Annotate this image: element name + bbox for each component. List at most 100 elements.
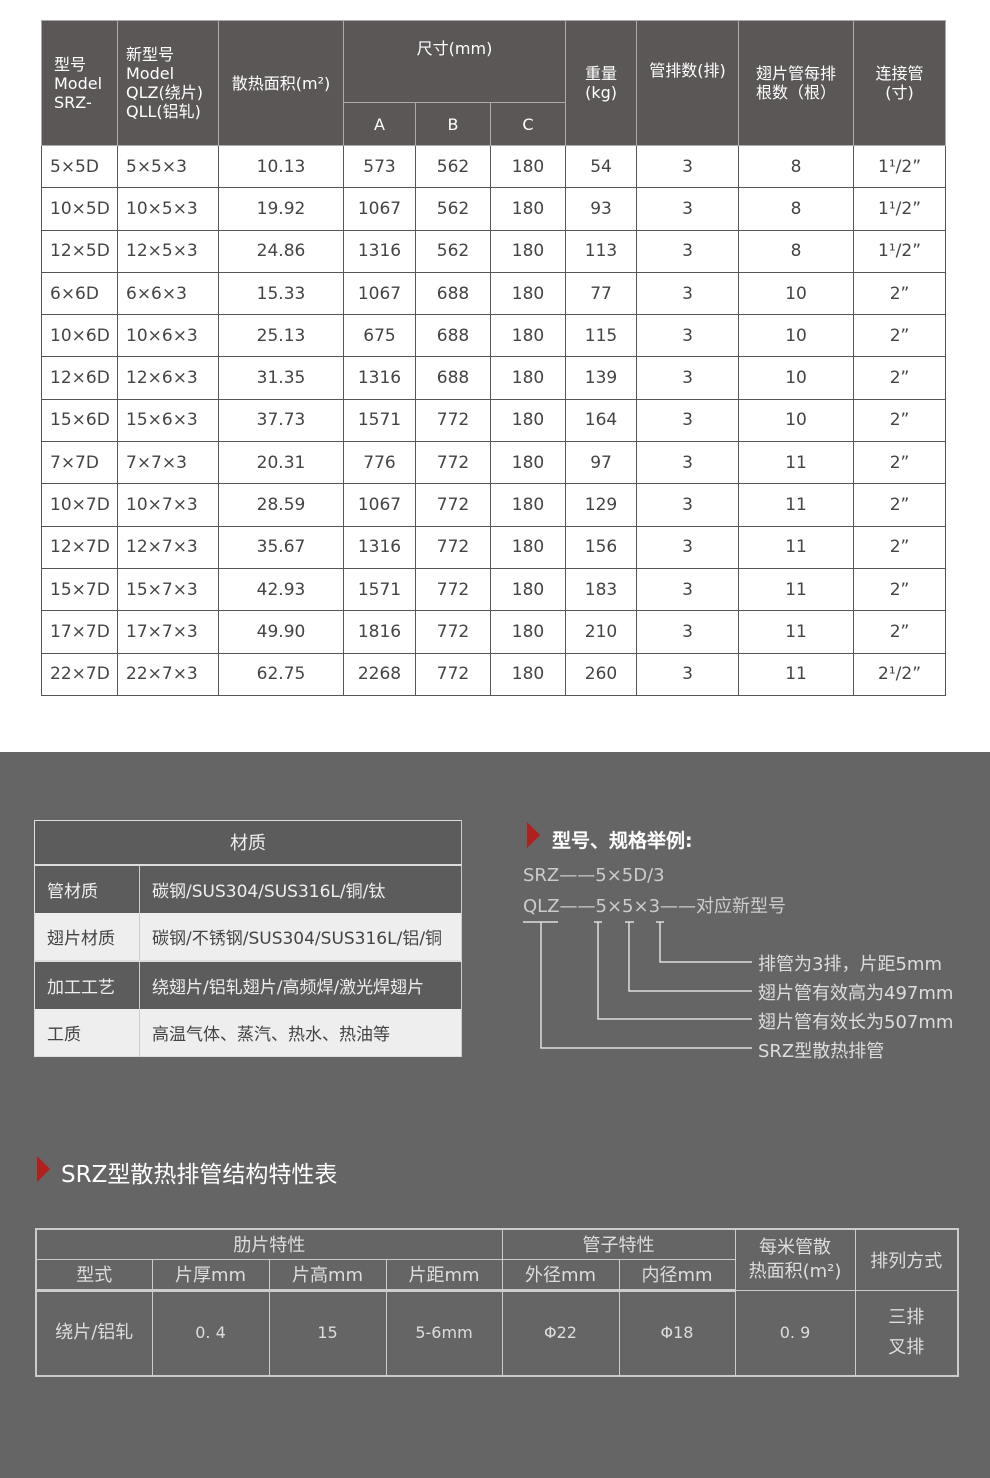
table-cell: 2”: [853, 483, 947, 527]
table-cell: 22×7D: [41, 652, 118, 696]
structure-col-header: 片高mm: [268, 1258, 387, 1292]
table-cell: 10: [738, 271, 855, 316]
table-cell: 42.93: [218, 567, 344, 612]
group-tube: 管子特性: [501, 1228, 736, 1260]
table-cell: 62.75: [218, 652, 344, 696]
header-b: B: [415, 102, 491, 146]
structure-value: Φ18: [618, 1289, 736, 1377]
table-cell: 6×6×3: [117, 271, 219, 316]
table-cell: 772: [415, 441, 491, 485]
structure-title: SRZ型散热排管结构特性表: [61, 1162, 338, 1188]
structure-value: 绕片/铝轧: [35, 1289, 153, 1377]
structure-value: 三排 叉排: [854, 1289, 959, 1377]
table-cell: 1¹/2”: [853, 187, 947, 231]
table-cell: 1¹/2”: [853, 229, 947, 273]
table-cell: 2¹/2”: [853, 652, 947, 696]
header-a: A: [343, 102, 416, 146]
structure-value: 0. 9: [734, 1289, 856, 1377]
materials-table: 材质 管材质 碳钢/SUS304/SUS316L/铜/钛 翅片材质 碳钢/不锈钢/SU…: [34, 820, 462, 1057]
materials-title: 材质: [34, 820, 462, 865]
material-value: 碳钢/不锈钢/SUS304/SUS316L/铝/铜: [139, 912, 462, 961]
table-cell: 49.90: [218, 610, 344, 654]
triangle-marker-icon: [37, 1156, 50, 1182]
table-cell: 31.35: [218, 356, 344, 400]
table-cell: 11: [738, 652, 855, 696]
table-cell: 25.13: [218, 314, 344, 358]
structure-value: Φ22: [501, 1289, 620, 1377]
table-cell: 2”: [853, 356, 947, 400]
structure-value: 5-6mm: [385, 1289, 503, 1377]
table-cell: 97: [565, 441, 638, 485]
structure-col-header: 型式: [35, 1258, 153, 1292]
table-cell: 1067: [343, 483, 416, 527]
table-cell: 1¹/2”: [853, 144, 947, 189]
structure-col-header: 片距mm: [385, 1258, 503, 1292]
table-cell: 12×7D: [41, 525, 118, 569]
header-weight: 重量 (kg): [565, 20, 638, 146]
header-pipe: 连接管 (寸): [853, 20, 947, 146]
table-cell: 3: [636, 441, 740, 485]
table-cell: 20.31: [218, 441, 344, 485]
header-area: 每米管散 热面积(m²): [734, 1228, 856, 1291]
table-cell: 15×7×3: [117, 567, 219, 612]
table-cell: 3: [636, 525, 740, 569]
table-cell: 24.86: [218, 229, 344, 273]
structure-col-header: 外径mm: [501, 1258, 620, 1292]
header-new-model: 新型号 Model QLZ(绕片) QLL(铝轧): [117, 20, 219, 146]
table-cell: 1316: [343, 229, 416, 273]
table-cell: 675: [343, 314, 416, 358]
table-cell: 17×7×3: [117, 610, 219, 654]
table-cell: 5×5×3: [117, 144, 219, 189]
table-cell: 772: [415, 398, 491, 443]
table-cell: 11: [738, 441, 855, 485]
table-cell: 2268: [343, 652, 416, 696]
table-cell: 19.92: [218, 187, 344, 231]
table-cell: 3: [636, 356, 740, 400]
table-cell: 562: [415, 144, 491, 189]
structure-value: 0. 4: [151, 1289, 270, 1377]
table-row: 12×6D 12×6×3 31.35 1316 688 180 139 3 10 2”: [41, 356, 947, 400]
table-cell: 10×6D: [41, 314, 118, 358]
table-cell: 180: [489, 441, 567, 485]
example-line1: SRZ——5×5D/3: [523, 865, 665, 886]
example-note: 排管为3排，片距5mm: [758, 954, 942, 975]
table-cell: 7×7D: [41, 441, 118, 485]
table-cell: 10×7D: [41, 483, 118, 527]
table-cell: 10×7×3: [117, 483, 219, 527]
table-cell: 772: [415, 652, 491, 696]
table-cell: 12×5×3: [117, 229, 219, 273]
table-cell: 3: [636, 144, 740, 189]
header-fins: 翅片管每排 根数（根）: [738, 20, 855, 146]
table-cell: 1816: [343, 610, 416, 654]
table-row: 10×5D 10×5×3 19.92 1067 562 180 93 3 8 1¹/2”: [41, 187, 947, 231]
material-value: 碳钢/SUS304/SUS316L/铜/钛: [139, 863, 462, 913]
table-cell: 3: [636, 229, 740, 273]
table-cell: 11: [738, 610, 855, 654]
table-cell: 3: [636, 187, 740, 231]
table-cell: 10×5×3: [117, 187, 219, 231]
material-label: 管材质: [34, 863, 140, 913]
table-row: 6×6D 6×6×3 15.33 1067 688 180 77 3 10 2”: [41, 271, 947, 316]
material-label: 工质: [34, 1008, 140, 1057]
table-cell: 1571: [343, 567, 416, 612]
header-arrange: 排列方式: [854, 1228, 959, 1291]
table-cell: 2”: [853, 441, 947, 485]
table-cell: 22×7×3: [117, 652, 219, 696]
structure-value: 15: [268, 1289, 387, 1377]
example-note: 翅片管有效长为507mm: [758, 1012, 954, 1033]
structure-table: 肋片特性 管子特性 每米管散 热面积(m²) 排列方式 型式 片厚mm 片高mm 片距…: [35, 1228, 959, 1377]
header-area: 散热面积(m²): [218, 20, 344, 146]
table-row: 12×7D 12×7×3 35.67 1316 772 180 156 3 11 2”: [41, 525, 947, 569]
table-cell: 54: [565, 144, 638, 189]
table-row: 5×5D 5×5×3 10.13 573 562 180 54 3 8 1¹/2”: [41, 144, 947, 189]
material-label: 翅片材质: [34, 912, 140, 961]
group-fin: 肋片特性: [35, 1228, 503, 1260]
table-cell: 772: [415, 483, 491, 527]
table-cell: 2”: [853, 271, 947, 316]
table-row: 10×7D 10×7×3 28.59 1067 772 180 129 3 11 2”: [41, 483, 947, 527]
table-cell: 180: [489, 144, 567, 189]
table-cell: 180: [489, 187, 567, 231]
table-cell: 10: [738, 314, 855, 358]
materials-row: 加工工艺 绕翅片/铝轧翅片/高频焊/激光焊翅片: [34, 959, 462, 1009]
